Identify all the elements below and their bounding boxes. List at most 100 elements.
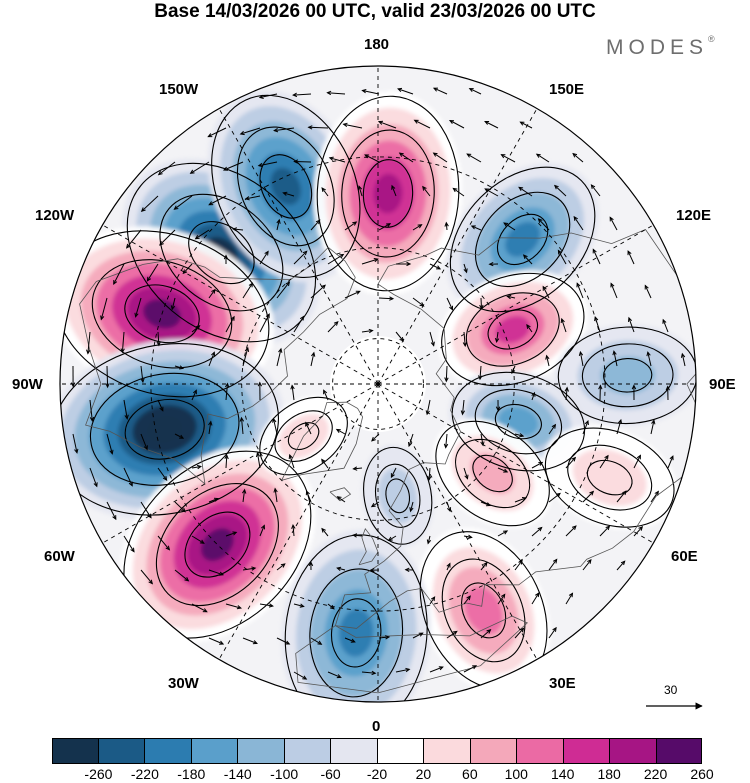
wind-arrow — [480, 562, 488, 571]
wind-arrow — [361, 258, 378, 265]
wind-arrow-head — [120, 348, 125, 354]
wind-arrow-head — [328, 156, 334, 161]
wind-arrow — [259, 93, 278, 98]
wind-arrow — [208, 195, 227, 206]
contour-central-asia-low — [557, 326, 696, 425]
wind-arrow — [293, 93, 312, 96]
wind-arrow — [681, 353, 686, 367]
wind-arrow — [208, 569, 224, 576]
wind-arrow-head — [518, 559, 523, 565]
wind-arrow — [293, 671, 307, 680]
lon-label-90w: 90W — [12, 376, 43, 393]
wind-arrow — [157, 535, 170, 551]
wind-arrow — [358, 186, 363, 197]
wind-arrow — [293, 250, 308, 265]
wind-arrow-head — [480, 441, 485, 447]
wind-arrow-head — [326, 90, 332, 96]
wind-arrow-head — [535, 592, 540, 598]
wind-arrow-head — [321, 527, 326, 533]
wind-arrow — [293, 316, 305, 333]
wind-arrow-head — [627, 250, 632, 256]
wind-arrow — [123, 535, 135, 552]
wind-arrow-head — [589, 490, 595, 496]
wind-arrow — [594, 316, 601, 333]
wind-arrow — [484, 188, 499, 197]
wind-arrow-head — [196, 464, 203, 470]
colorbar — [52, 738, 702, 764]
wind-arrow — [613, 351, 618, 367]
wind-arrow-head — [518, 186, 524, 192]
wind-arrow-head — [398, 152, 404, 157]
coastline — [79, 246, 356, 485]
wind-arrow — [644, 285, 652, 299]
wind-arrow — [542, 286, 550, 299]
wind-arrow-head — [290, 384, 295, 390]
wind-arrow — [479, 365, 482, 380]
wind-arrow — [233, 228, 244, 231]
wind-arrow — [100, 297, 108, 320]
logo-text: MODES — [606, 36, 709, 59]
wind-arrow-head — [333, 320, 339, 326]
map-border — [59, 65, 697, 703]
wind-arrow-head — [157, 170, 163, 176]
wind-arrow — [408, 433, 414, 447]
wind-arrow-head — [272, 417, 277, 423]
wind-arrow — [531, 392, 535, 401]
wind-arrow — [546, 355, 550, 367]
wind-arrow — [240, 127, 261, 135]
wind-arrow-head — [321, 187, 326, 193]
wind-arrow — [412, 632, 423, 639]
colorbar-tick-label: -260 — [84, 766, 113, 782]
wind-arrow — [628, 317, 635, 333]
wind-arrow — [531, 527, 543, 537]
wind-arrow — [223, 161, 244, 171]
wind-arrow — [72, 433, 78, 453]
wind-arrow-head — [644, 284, 649, 290]
wind-arrow-head — [282, 191, 288, 196]
coastline — [335, 229, 696, 629]
wind-arrow-head — [255, 451, 261, 458]
wind-arrow-head — [610, 282, 615, 288]
wind-arrow-head — [305, 490, 310, 496]
wind-arrow — [445, 433, 448, 448]
wind-arrow — [258, 161, 278, 167]
wind-arrow — [344, 637, 355, 643]
wind-arrow-head — [147, 513, 152, 519]
wind-arrow-head — [598, 384, 603, 390]
wind-arrow — [463, 595, 471, 605]
wind-arrow-head — [352, 221, 358, 226]
wind-arrow — [323, 390, 329, 401]
wind-arrow — [565, 457, 576, 469]
wind-arrow-head — [159, 406, 164, 412]
wind-arrow-head — [449, 305, 453, 311]
wind-arrow-head — [156, 341, 161, 347]
wind-arrow-head — [192, 389, 197, 395]
wind-arrow-head — [571, 456, 577, 462]
wind-arrow — [141, 195, 159, 212]
wind-arrow — [242, 347, 249, 367]
wind-arrow-head — [432, 87, 439, 92]
wind-arrow-head — [467, 534, 473, 539]
wind-arrow — [353, 467, 363, 470]
wind-arrow — [195, 229, 210, 240]
wind-arrow-head — [184, 576, 190, 582]
wind-arrow-head — [219, 571, 225, 576]
wind-arrow-head — [584, 420, 589, 426]
wind-arrow — [514, 560, 523, 571]
wind-arrow-head — [665, 385, 670, 391]
wind-arrow-head — [239, 130, 245, 136]
wind-arrow-head — [308, 561, 314, 567]
wind-arrow — [582, 491, 594, 503]
wind-arrow-head — [146, 276, 152, 282]
wind-arrow — [310, 637, 322, 645]
colorbar-ticks: -260 -220 -180 -140 -100 -60 -20 20 60 100 140 180 2… — [0, 766, 750, 782]
wind-arrow-head — [336, 566, 342, 571]
wind-arrow — [445, 365, 448, 382]
wind-arrow — [650, 420, 655, 435]
wind-arrow — [289, 454, 295, 469]
wind-arrow-head — [311, 351, 316, 357]
wind-arrow-head — [194, 235, 200, 240]
colorbar-swatch — [238, 738, 285, 764]
wind-arrow — [514, 433, 524, 437]
coastlines — [79, 229, 696, 694]
